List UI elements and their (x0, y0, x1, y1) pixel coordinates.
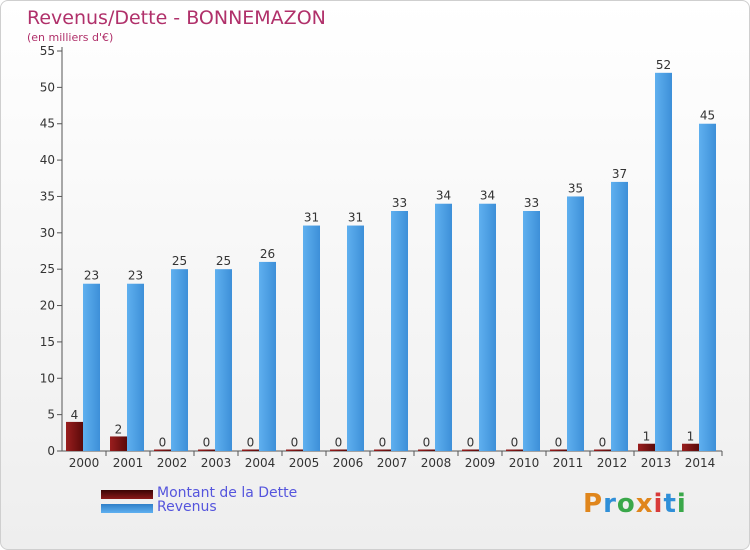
data-label-revenus: 33 (524, 196, 539, 210)
data-label-dette: 0 (159, 436, 167, 450)
data-label-dette: 0 (555, 436, 563, 450)
y-tick-label: 55 (40, 44, 55, 58)
bar-revenus (479, 203, 496, 451)
bar-dette (330, 449, 347, 451)
y-tick-label: 0 (47, 444, 55, 458)
bar-dette (374, 449, 391, 451)
x-tick-label: 2006 (333, 456, 364, 470)
x-tick-label: 2004 (245, 456, 276, 470)
bar-revenus (259, 261, 276, 451)
data-label-dette: 0 (423, 436, 431, 450)
y-tick-label: 35 (40, 189, 55, 203)
bar-dette (242, 449, 259, 451)
bar-revenus (127, 283, 144, 451)
data-label-dette: 4 (71, 408, 79, 422)
y-tick-label: 15 (40, 335, 55, 349)
bar-revenus (655, 72, 672, 452)
x-tick-label: 2002 (157, 456, 188, 470)
bar-dette (154, 449, 171, 451)
data-label-dette: 0 (291, 436, 299, 450)
bar-dette (462, 449, 479, 451)
data-label-revenus: 34 (480, 189, 495, 203)
x-tick-label: 2000 (69, 456, 100, 470)
bar-revenus (347, 225, 364, 451)
y-tick-label: 20 (40, 299, 55, 313)
data-label-dette: 1 (687, 430, 695, 444)
bar-dette (286, 449, 303, 451)
x-tick-label: 2012 (597, 456, 628, 470)
bar-revenus (303, 225, 320, 451)
bar-dette (110, 436, 127, 451)
data-label-dette: 0 (247, 436, 255, 450)
data-label-revenus: 52 (656, 58, 671, 72)
bar-dette (418, 449, 435, 451)
y-tick-label: 10 (40, 371, 55, 385)
bar-revenus (171, 269, 188, 451)
data-label-dette: 0 (599, 436, 607, 450)
y-tick-label: 5 (47, 408, 55, 422)
x-tick-label: 2010 (509, 456, 540, 470)
x-tick-label: 2005 (289, 456, 320, 470)
data-label-revenus: 31 (304, 211, 319, 225)
data-label-revenus: 25 (172, 254, 187, 268)
data-label-revenus: 34 (436, 189, 451, 203)
data-label-dette: 1 (643, 430, 651, 444)
x-tick-label: 2014 (685, 456, 716, 470)
data-label-dette: 0 (511, 436, 519, 450)
bar-revenus (523, 211, 540, 451)
bar-revenus (391, 211, 408, 451)
data-label-dette: 0 (203, 436, 211, 450)
bar-dette (594, 449, 611, 451)
legend-label-revenus: Revenus (157, 499, 217, 515)
data-label-dette: 2 (115, 422, 123, 436)
y-tick-label: 30 (40, 226, 55, 240)
x-tick-label: 2013 (641, 456, 672, 470)
data-label-revenus: 31 (348, 211, 363, 225)
data-label-dette: 0 (467, 436, 475, 450)
bar-dette (550, 449, 567, 451)
x-tick-label: 2009 (465, 456, 496, 470)
bar-dette (638, 443, 655, 451)
chart-title: Revenus/Dette - BONNEMAZON (27, 7, 326, 29)
x-tick-label: 2008 (421, 456, 452, 470)
data-label-revenus: 26 (260, 247, 275, 261)
bar-revenus (699, 123, 716, 452)
data-label-revenus: 37 (612, 167, 627, 181)
y-tick-label: 40 (40, 153, 55, 167)
legend-swatch-revenus (101, 504, 153, 513)
chart-subtitle: (en milliers d'€) (27, 31, 114, 44)
data-label-revenus: 25 (216, 254, 231, 268)
data-label-revenus: 35 (568, 181, 583, 195)
data-label-revenus: 23 (84, 269, 99, 283)
data-label-dette: 0 (379, 436, 387, 450)
y-tick-label: 25 (40, 262, 55, 276)
x-tick-label: 2003 (201, 456, 232, 470)
bar-revenus (567, 196, 584, 451)
y-tick-label: 45 (40, 117, 55, 131)
bar-revenus (83, 283, 100, 451)
data-label-dette: 0 (335, 436, 343, 450)
proxiti-logo: Proxiti (583, 489, 687, 519)
bar-revenus (611, 181, 628, 451)
bar-dette (198, 449, 215, 451)
data-label-revenus: 45 (700, 109, 715, 123)
data-label-revenus: 33 (392, 196, 407, 210)
x-tick-label: 2001 (113, 456, 144, 470)
legend-swatch-dette (101, 490, 153, 499)
y-tick-label: 50 (40, 80, 55, 94)
bar-revenus (435, 203, 452, 451)
x-tick-label: 2011 (553, 456, 584, 470)
legend-label-dette: Montant de la Dette (157, 485, 298, 501)
bar-revenus (215, 269, 232, 451)
data-label-revenus: 23 (128, 269, 143, 283)
bar-dette (66, 421, 83, 451)
bar-dette (682, 443, 699, 451)
x-tick-label: 2007 (377, 456, 408, 470)
bar-dette (506, 449, 523, 451)
